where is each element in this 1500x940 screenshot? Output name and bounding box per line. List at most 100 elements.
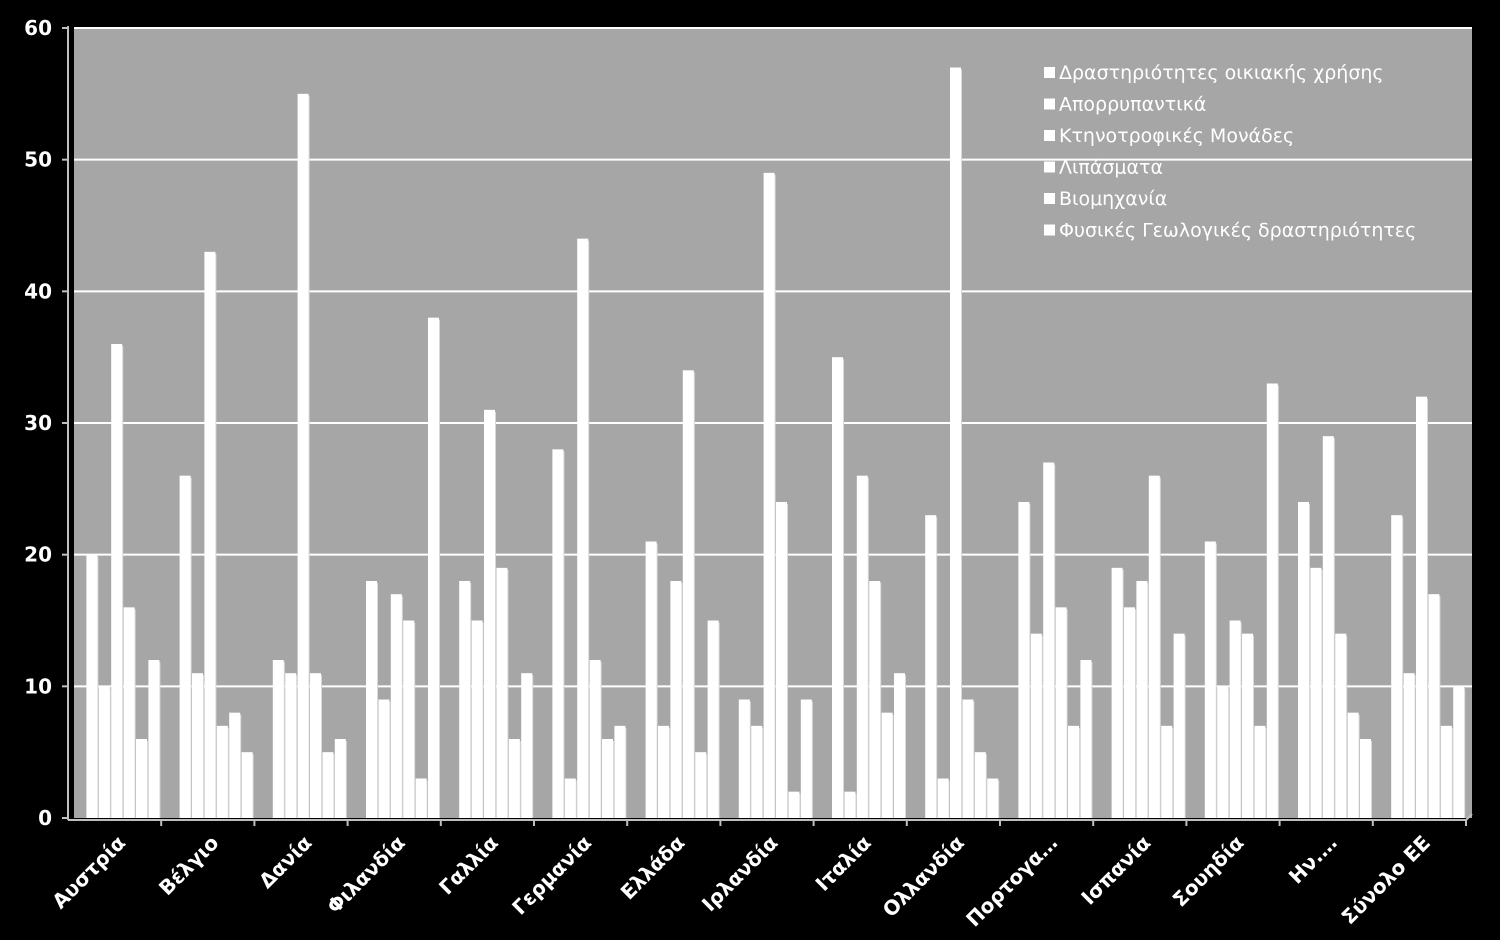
bar <box>707 620 719 818</box>
bar <box>776 502 787 818</box>
bar <box>390 594 402 818</box>
bar <box>1124 607 1135 818</box>
bar <box>738 699 750 818</box>
x-tick-label: Πορτογα… <box>961 831 1062 932</box>
y-tick-label: 20 <box>24 543 52 567</box>
bar <box>229 712 241 818</box>
bar <box>415 778 427 818</box>
x-tick-label: Ιρλανδία <box>697 831 783 917</box>
bar <box>428 317 439 818</box>
legend: Δραστηριότητες οικιακής χρήσης Απορρυπαντ… <box>1044 62 1416 242</box>
bar <box>788 791 800 818</box>
bar <box>1018 502 1030 818</box>
legend-label: Δραστηριότητες οικιακής χρήσης <box>1059 62 1384 84</box>
legend-label: Λιπάσματα <box>1059 157 1163 179</box>
bar <box>751 725 763 818</box>
bar <box>148 660 160 818</box>
bar <box>378 699 390 818</box>
bar <box>1310 567 1322 818</box>
x-tick-label: Σύνολο ΕΕ <box>1336 831 1434 929</box>
legend-swatch <box>1044 161 1055 173</box>
bar <box>1161 725 1173 818</box>
bar <box>192 673 203 818</box>
bar <box>1080 660 1092 818</box>
x-axis-corner <box>1465 813 1473 821</box>
x-tick-labels: Αυστρία Βέλγιο Δανία Φιλανδία Γαλλία Γερμανία… <box>47 831 1435 932</box>
x-tick-label: Δανία <box>254 831 316 893</box>
x-tick-label: Ιταλία <box>811 831 876 896</box>
x-tick-label: Γερμανία <box>507 831 596 920</box>
x-tick-label: Φιλανδία <box>322 831 410 919</box>
bar <box>403 620 415 818</box>
bar <box>1068 725 1079 818</box>
bar <box>322 752 334 818</box>
x-tick-label: Ελλάδα <box>616 831 690 905</box>
bar <box>496 567 508 818</box>
y-tick-label: 0 <box>38 806 52 830</box>
x-tick-label: Ην.… <box>1284 831 1342 889</box>
legend-swatch <box>1044 67 1055 78</box>
bar <box>459 581 471 818</box>
bar <box>614 725 626 818</box>
bar <box>285 673 297 818</box>
bar <box>508 739 520 818</box>
x-tick-label: Ισπανία <box>1076 831 1155 910</box>
legend-swatch <box>1044 224 1055 236</box>
bar <box>869 581 881 818</box>
bar <box>974 752 986 818</box>
legend-label: Απορρυπαντικά <box>1059 94 1206 116</box>
y-tick-label: 60 <box>24 16 52 40</box>
bar <box>334 739 346 818</box>
bar <box>1391 515 1403 818</box>
bar <box>1217 686 1229 818</box>
bar <box>471 620 483 818</box>
bar <box>1254 725 1266 818</box>
bar <box>1360 739 1371 818</box>
bar <box>832 357 843 818</box>
bar <box>552 449 564 818</box>
bar <box>1453 686 1465 818</box>
bar <box>1229 620 1241 818</box>
legend-label: Φυσικές Γεωλογικές δραστηριότητες <box>1059 220 1416 242</box>
bar <box>1055 607 1067 818</box>
bar <box>241 752 253 818</box>
bar <box>894 673 905 818</box>
bar <box>1266 383 1278 818</box>
bar <box>670 581 682 818</box>
bar <box>844 791 856 818</box>
bar <box>123 607 135 818</box>
bar <box>216 725 228 818</box>
bar <box>204 251 216 819</box>
bar <box>136 739 147 818</box>
bar <box>1043 462 1055 818</box>
y-tick-labels: 0 10 20 30 40 50 60 <box>24 16 52 830</box>
bar <box>1298 502 1309 818</box>
bar <box>602 739 613 818</box>
y-tick-label: 50 <box>24 148 52 172</box>
bar <box>645 541 657 818</box>
bar <box>1428 594 1440 818</box>
bar <box>987 778 999 818</box>
x-tick-label: Ολλανδία <box>878 831 969 922</box>
bar <box>310 673 321 818</box>
bar <box>272 660 284 818</box>
bar <box>111 344 123 818</box>
legend-swatch <box>1044 130 1055 141</box>
bar <box>682 370 694 818</box>
bar <box>1440 725 1452 818</box>
y-tick-label: 30 <box>24 411 52 435</box>
bar <box>1416 396 1427 818</box>
y-tick-label: 40 <box>24 279 52 303</box>
x-tick-label: Γαλλία <box>434 831 503 900</box>
bar <box>1136 581 1148 818</box>
bar <box>763 172 775 819</box>
y-tick-label: 10 <box>24 674 52 698</box>
bar <box>297 93 309 819</box>
bar <box>86 554 98 818</box>
bar <box>1204 541 1216 818</box>
x-tick-label: Αυστρία <box>47 831 130 914</box>
bar <box>962 699 974 818</box>
bar <box>881 712 893 818</box>
bar <box>484 409 495 818</box>
